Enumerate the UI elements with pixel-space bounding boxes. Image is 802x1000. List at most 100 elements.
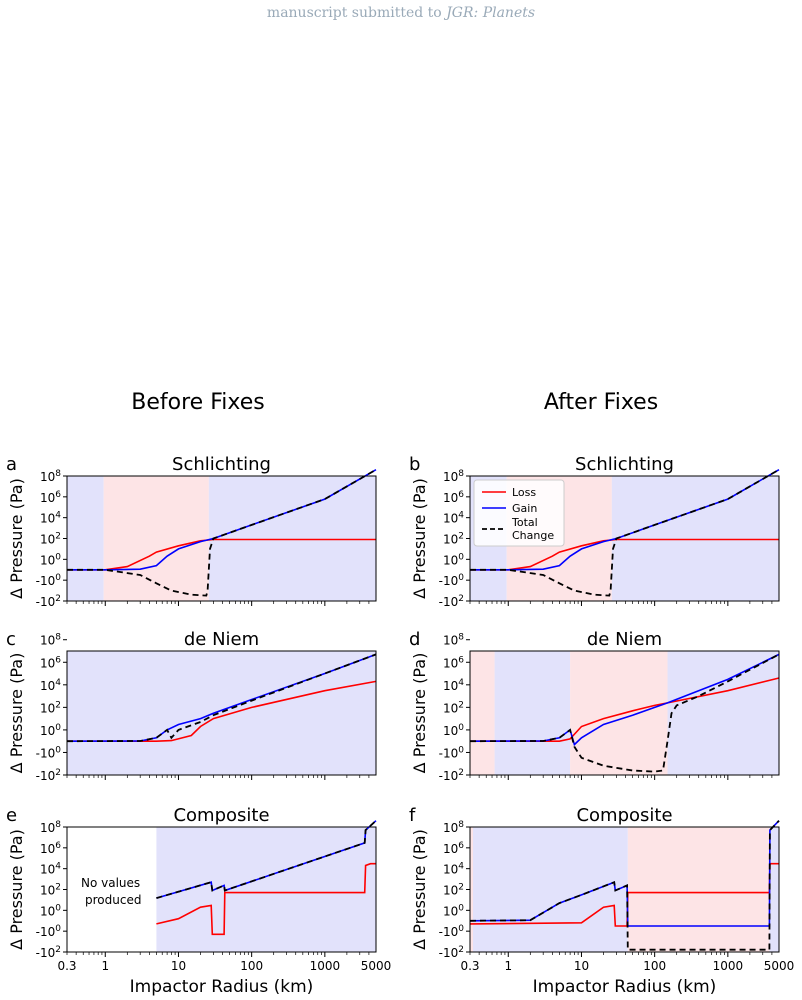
band-f-1 — [473, 827, 628, 952]
ytick-label-a: -100 — [36, 573, 62, 588]
xtick-label-f: 1000 — [713, 959, 744, 973]
ytick-label-c: -100 — [36, 745, 62, 760]
ytick-label-f: 106 — [443, 841, 464, 856]
band-c-0 — [67, 651, 376, 775]
ytick-label-c: 102 — [40, 700, 61, 715]
band-a-1 — [103, 476, 209, 601]
ytick-label-d: 104 — [443, 678, 464, 693]
panel-letter-e: e — [6, 805, 17, 826]
ytick-label-b: 104 — [443, 511, 464, 526]
ytick-label-a: -102 — [36, 594, 61, 609]
ytick-label-b: 106 — [443, 490, 464, 505]
band-a-2 — [208, 476, 376, 601]
band-f-2 — [627, 827, 770, 952]
xtick-label-e: 10 — [171, 959, 186, 973]
ytick-label-e: 100 — [40, 903, 61, 918]
series-a-total-change — [67, 468, 377, 597]
ytick-label-e: -102 — [36, 945, 61, 960]
xlabel-f: Impactor Radius (km) — [533, 977, 717, 997]
ytick-label-b: -100 — [439, 573, 465, 588]
manuscript-header: manuscript submitted to JGR: Planets — [0, 5, 802, 21]
xtick-label-f: 100 — [643, 959, 666, 973]
band-b-2 — [611, 476, 779, 601]
ytick-label-e: 106 — [40, 841, 61, 856]
panel-letter-a: a — [6, 454, 17, 475]
legend-total-label-1: Total — [511, 516, 538, 529]
ytick-label-a: 100 — [40, 552, 61, 567]
ytick-label-b: 100 — [443, 552, 464, 567]
legend-loss-label: Loss — [512, 486, 536, 499]
no-values-note-2: produced — [85, 893, 141, 907]
panel-title-c: de Niem — [184, 629, 259, 650]
panel-title-f: Composite — [576, 805, 672, 826]
axes-frame-d — [469, 650, 780, 776]
ylabel-a: Δ Pressure (Pa) — [7, 478, 26, 599]
xtick-label-e: 100 — [240, 959, 263, 973]
panel-letter-f: f — [409, 805, 416, 826]
panel-letter-c: c — [6, 629, 16, 650]
ytick-label-b: 108 — [443, 469, 464, 484]
xtick-label-f: 0.3 — [460, 959, 479, 973]
ylabel-d: Δ Pressure (Pa) — [410, 653, 429, 774]
ytick-label-c: 104 — [40, 678, 61, 693]
xtick-label-f: 10 — [574, 959, 589, 973]
xlabel-e: Impactor Radius (km) — [130, 977, 314, 997]
legend-total-label-2: Change — [512, 529, 554, 542]
ytick-label-c: 108 — [40, 633, 61, 648]
band-d-2 — [570, 651, 668, 775]
panel-letter-b: b — [409, 454, 420, 475]
panel-letter-d: d — [409, 629, 420, 650]
band-a-0 — [67, 476, 104, 601]
panel-title-a: Schlichting — [172, 454, 271, 475]
series-d-gain — [469, 653, 780, 747]
column-title-before: Before Fixes — [131, 390, 265, 415]
band-d-3 — [667, 651, 779, 775]
series-d-loss — [470, 677, 780, 743]
column-title-after: After Fixes — [543, 390, 659, 415]
ytick-label-e: -100 — [36, 924, 62, 939]
ytick-label-a: 102 — [40, 532, 61, 547]
ytick-label-d: 106 — [443, 655, 464, 670]
ylabel-b: Δ Pressure (Pa) — [410, 478, 429, 599]
panel-d: Δ Pressure (Pa) d de Niem — [409, 629, 780, 780]
ylabel-e: Δ Pressure (Pa) — [7, 829, 26, 950]
series-a-gain — [67, 469, 377, 571]
ytick-label-e: 104 — [40, 862, 61, 877]
ytick-label-e: 102 — [40, 883, 61, 898]
series-c-loss — [67, 680, 377, 743]
ytick-label-d: -102 — [439, 768, 464, 783]
ytick-label-c: -102 — [36, 768, 61, 783]
ytick-label-a: 104 — [40, 511, 61, 526]
legend-gain-label: Gain — [512, 502, 537, 515]
ytick-label-f: 104 — [443, 862, 464, 877]
series-e-loss — [156, 862, 376, 936]
panel-e: 0.3 1 10 100 1000 5000 Impactor Radius (km) Δ P… — [6, 805, 391, 997]
xtick-label-e: 1 — [101, 959, 109, 973]
band-d-0 — [470, 651, 495, 775]
ytick-label-f: 102 — [443, 883, 464, 898]
header-journal: JGR: Planets — [446, 5, 536, 21]
ytick-label-a: 108 — [40, 469, 61, 484]
ytick-label-f: -102 — [439, 945, 464, 960]
header-prefix: manuscript submitted to — [266, 5, 447, 21]
axes-frame-c — [66, 650, 377, 776]
xtick-label-e: 1000 — [310, 959, 341, 973]
panel-title-e: Composite — [173, 805, 269, 826]
panel-title-b: Schlichting — [575, 454, 674, 475]
ytick-label-d: 102 — [443, 700, 464, 715]
ytick-label-b: 102 — [443, 532, 464, 547]
legend-box — [473, 479, 565, 547]
xtick-label-f: 5000 — [764, 959, 795, 973]
band-f-0 — [470, 827, 474, 952]
panel-a: Δ Pressure (Pa) a Schlichting — [6, 454, 377, 606]
xtick-label-e: 0.3 — [57, 959, 76, 973]
ytick-label-c: 106 — [40, 655, 61, 670]
ytick-label-f: 108 — [443, 820, 464, 835]
ylabel-c: Δ Pressure (Pa) — [7, 653, 26, 774]
band-d-1 — [494, 651, 571, 775]
ytick-label-f: 100 — [443, 903, 464, 918]
band-e-0 — [156, 827, 376, 952]
panel-c: Δ Pressure (Pa) c de Niem — [6, 629, 377, 780]
ytick-label-d: -100 — [439, 745, 465, 760]
